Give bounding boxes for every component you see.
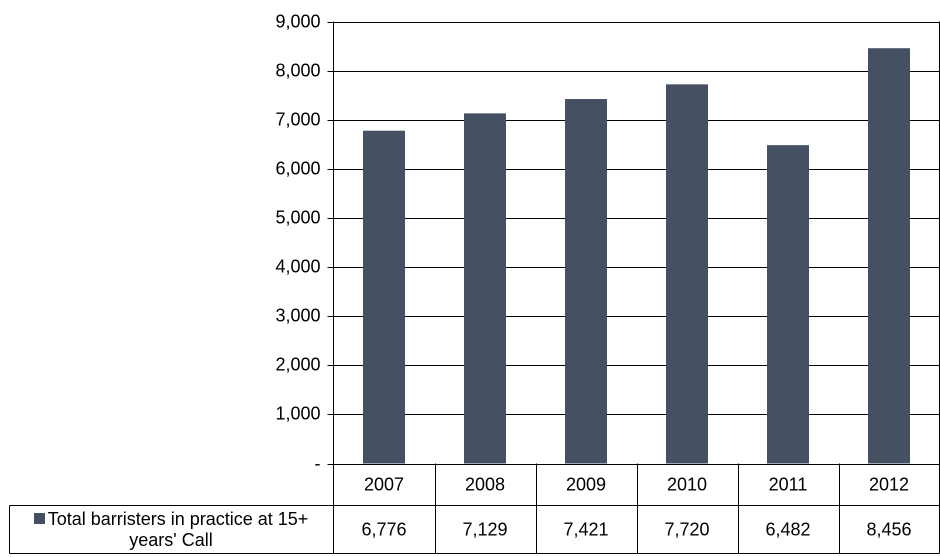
y-tick-label: -: [315, 453, 321, 473]
x-tick-label: 2012: [869, 474, 909, 494]
table-value: 6,482: [765, 519, 810, 539]
x-tick-label: 2010: [667, 474, 707, 494]
y-tick-label: 5,000: [275, 207, 320, 227]
x-tick-label: 2008: [465, 474, 505, 494]
y-tick-label: 7,000: [275, 109, 320, 129]
table-value: 7,720: [664, 519, 709, 539]
table-value: 8,456: [866, 519, 911, 539]
bar: [464, 113, 506, 464]
x-tick-label: 2007: [364, 474, 404, 494]
bar: [363, 130, 405, 464]
bar: [767, 145, 809, 464]
legend: Total barristers in practice at 15+ year…: [10, 506, 332, 553]
y-tick-label: 1,000: [275, 403, 320, 423]
legend-swatch: [33, 512, 45, 524]
y-tick-label: 2,000: [275, 354, 320, 374]
bar: [868, 48, 910, 464]
bar: [666, 84, 708, 464]
legend-label: Total barristers in practice at 15+ year…: [47, 508, 309, 550]
table-value: 7,421: [563, 519, 608, 539]
x-tick-label: 2011: [769, 474, 808, 494]
y-tick-label: 8,000: [275, 60, 320, 80]
y-tick-label: 3,000: [275, 305, 320, 325]
bar: [565, 99, 607, 464]
y-tick-label: 4,000: [275, 256, 320, 276]
y-tick-label: 6,000: [275, 158, 320, 178]
y-tick-label: 9,000: [275, 11, 320, 31]
table-value: 6,776: [361, 519, 406, 539]
legend-entry: Total barristers in practice at 15+ year…: [10, 509, 332, 551]
table-value: 7,129: [462, 519, 507, 539]
x-tick-label: 2009: [566, 474, 606, 494]
